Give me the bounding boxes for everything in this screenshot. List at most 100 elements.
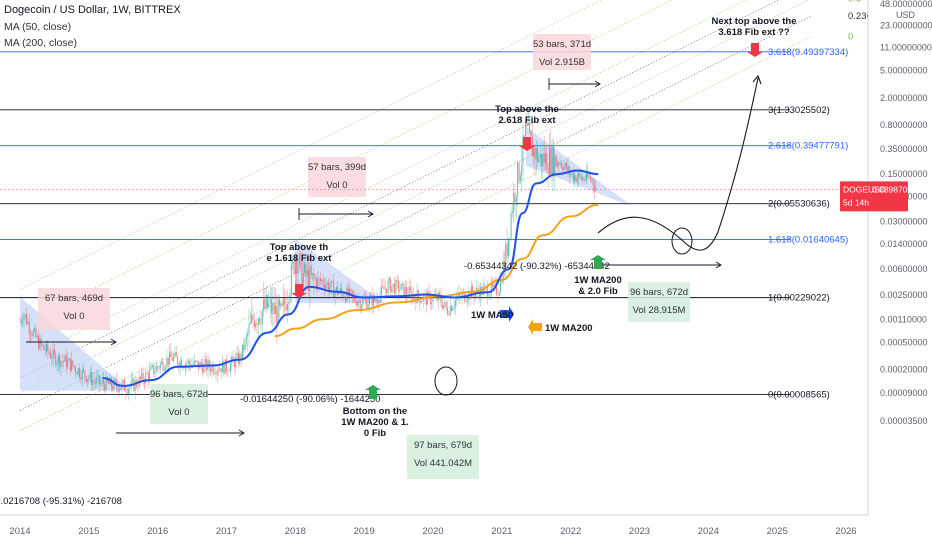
price-tag-countdown: 5d 14h bbox=[843, 197, 869, 207]
x-tick-label: 2014 bbox=[9, 526, 30, 537]
candle-body bbox=[88, 378, 90, 380]
candle-body bbox=[126, 392, 128, 394]
x-tick-label: 2022 bbox=[560, 526, 581, 537]
range-box-vol: Vol 0 bbox=[63, 311, 84, 322]
candle-body bbox=[272, 302, 274, 314]
channel-line bbox=[19, 0, 602, 291]
range-arrow-head bbox=[367, 210, 374, 218]
candle-body bbox=[517, 163, 519, 197]
range-box-vol: Vol 2.915B bbox=[539, 57, 585, 68]
candle-body bbox=[263, 299, 265, 311]
ma50-legend[interactable]: MA (50, close) bbox=[4, 21, 72, 33]
candle-body bbox=[538, 158, 540, 162]
bottom-arrow-ma200 bbox=[365, 385, 381, 399]
candle-body bbox=[223, 361, 225, 374]
fib-label: 2.618(0.39477791) bbox=[768, 141, 848, 152]
candle-body bbox=[24, 314, 26, 315]
range-box-vol: Vol 441.042M bbox=[414, 458, 472, 469]
candle-body bbox=[298, 254, 300, 267]
candle-body bbox=[220, 368, 222, 373]
candle-body bbox=[142, 372, 144, 382]
candle-body bbox=[420, 301, 422, 303]
candle-body bbox=[149, 369, 151, 380]
candle-body bbox=[404, 287, 406, 297]
candle-body bbox=[384, 288, 386, 290]
range-box-bars: 96 bars, 672d bbox=[630, 287, 688, 298]
candle-body bbox=[79, 368, 81, 377]
candle-body bbox=[319, 278, 321, 282]
channel-label: 0.236 bbox=[848, 11, 872, 22]
candle-body bbox=[322, 280, 324, 285]
candle-body bbox=[541, 154, 543, 167]
y-tick-label: 11.00000000 bbox=[880, 42, 932, 52]
candle-body bbox=[492, 282, 494, 287]
candle-body bbox=[80, 376, 82, 380]
candle-body bbox=[39, 338, 41, 349]
range-box-bars: 57 bars, 399d bbox=[308, 162, 366, 173]
candle-body bbox=[367, 304, 369, 309]
ma50-arrow bbox=[500, 306, 514, 322]
range-box-bars: 96 bars, 672d bbox=[150, 389, 208, 400]
candle-body bbox=[128, 389, 130, 394]
candle-body bbox=[282, 298, 284, 306]
annotation-text: 3.618 Fib ext ?? bbox=[718, 27, 789, 38]
candle-body bbox=[545, 153, 547, 164]
candle-body bbox=[330, 281, 332, 288]
candle-body bbox=[534, 147, 536, 160]
candle-body bbox=[451, 305, 453, 311]
candle-body bbox=[52, 349, 54, 359]
candle-body bbox=[85, 376, 87, 382]
candle-body bbox=[110, 377, 112, 387]
candle-body bbox=[98, 375, 100, 384]
candle-body bbox=[248, 323, 250, 334]
candle-body bbox=[432, 296, 434, 303]
candle-body bbox=[574, 175, 576, 181]
candle-body bbox=[449, 305, 451, 315]
candle-body bbox=[32, 330, 34, 336]
y-tick-label: 0.00020000 bbox=[880, 365, 928, 375]
annotation-text: 1W MA200 & 1. bbox=[341, 417, 409, 428]
candle-body bbox=[281, 303, 283, 306]
ma50-annotation: 1W MA50 bbox=[471, 310, 513, 321]
candle-body bbox=[478, 291, 480, 299]
candle-body bbox=[457, 293, 459, 298]
channel-line bbox=[19, 0, 674, 326]
annotation-text: e 1.618 Fib ext bbox=[267, 253, 333, 264]
candle-body bbox=[247, 333, 249, 337]
fib-label: 1.618(0.01640645) bbox=[768, 235, 848, 246]
candle-body bbox=[194, 360, 196, 365]
candle-body bbox=[269, 299, 271, 304]
ma200-legend[interactable]: MA (200, close) bbox=[4, 37, 77, 49]
x-tick-label: 2025 bbox=[767, 526, 788, 537]
candle-body bbox=[245, 336, 247, 340]
candle-body bbox=[222, 361, 224, 373]
candle-body bbox=[170, 351, 172, 357]
candle-body bbox=[55, 353, 57, 366]
candle-body bbox=[84, 370, 86, 377]
candle-body bbox=[456, 297, 458, 301]
candle-body bbox=[163, 369, 165, 371]
candle-body bbox=[105, 376, 107, 391]
candle-body bbox=[174, 352, 176, 357]
candle-body bbox=[489, 294, 491, 298]
candle-body bbox=[357, 302, 359, 306]
range-box-bars: 67 bars, 469d bbox=[45, 293, 103, 304]
candle-body bbox=[519, 174, 521, 181]
candle-body bbox=[376, 299, 378, 303]
x-tick-label: 2016 bbox=[147, 526, 168, 537]
annotation-text: Top above th bbox=[270, 242, 329, 253]
candle-body bbox=[101, 379, 103, 383]
candle-body bbox=[203, 362, 205, 374]
candle-body bbox=[542, 153, 544, 167]
candle-body bbox=[187, 360, 189, 364]
candle-body bbox=[349, 288, 351, 297]
candle-body bbox=[278, 299, 280, 307]
candle-body bbox=[390, 278, 392, 293]
x-tick-label: 2024 bbox=[698, 526, 719, 537]
candle-body bbox=[87, 379, 89, 382]
candle-body bbox=[297, 266, 299, 274]
range-box bbox=[628, 282, 690, 322]
candle-body bbox=[171, 356, 173, 361]
candle-body bbox=[386, 288, 388, 294]
